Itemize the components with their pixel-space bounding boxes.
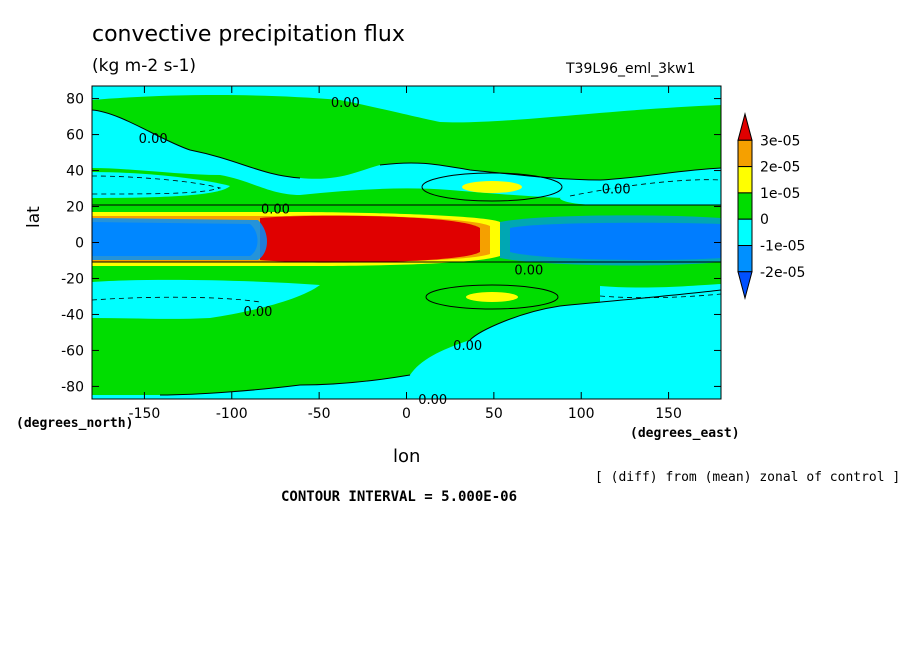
blob-yellow-north xyxy=(462,181,522,193)
colorbar-swatch xyxy=(737,192,753,220)
contour-line xyxy=(159,374,411,396)
y-tick-label: 60 xyxy=(66,128,84,144)
band-eq-lightblue-left xyxy=(92,218,267,260)
y-tick-label: 40 xyxy=(66,164,84,180)
contour-line-negative xyxy=(92,296,261,303)
y-tick-label: 20 xyxy=(66,200,84,216)
contour-labels: 0.00 0.00 0.00 0.00 0.00 0.00 0.00 0.00 xyxy=(139,96,631,408)
contour-label: 0.00 xyxy=(418,393,447,408)
x-tick-label: 0 xyxy=(402,406,411,422)
colorbar-label: 3e-05 xyxy=(760,133,800,149)
colorbar-label: 1e-05 xyxy=(760,186,800,202)
contour-label: 0.00 xyxy=(514,263,543,278)
x-tick-label: 50 xyxy=(485,406,503,422)
contour-label: 0.00 xyxy=(602,183,631,198)
contour-line xyxy=(379,162,721,181)
band-eq-lightblue-right xyxy=(500,215,721,266)
blob-yellow-south xyxy=(466,292,518,302)
x-tick-label: -100 xyxy=(216,406,248,422)
contour-line-negative xyxy=(92,175,222,195)
contour-label: 0.00 xyxy=(331,96,360,111)
contour-line xyxy=(92,109,301,179)
contour-line-negative xyxy=(569,179,721,197)
x-tick-label: 150 xyxy=(655,406,682,422)
contour-interval: CONTOUR INTERVAL = 5.000E-06 xyxy=(281,489,518,505)
colorbar-swatch xyxy=(737,218,753,246)
band-cyan-north-right xyxy=(560,176,721,205)
colorbar-arrow-top xyxy=(737,112,753,141)
colorbar-swatch xyxy=(737,139,753,168)
x-tick-label: -150 xyxy=(129,406,161,422)
contour-label: 0.00 xyxy=(244,305,273,320)
filled-contour-field xyxy=(92,86,721,399)
colorbar-label: -1e-05 xyxy=(760,239,805,255)
y-axis-label: lat xyxy=(24,206,44,228)
y-tick-label: 0 xyxy=(75,236,84,252)
colorbar-label: 2e-05 xyxy=(760,160,800,176)
band-eq-red xyxy=(260,215,480,263)
x-axis: -150 -100 -50 0 50 100 150 xyxy=(129,86,682,422)
colorbar-arrow-bottom xyxy=(737,271,753,301)
chart-title: convective precipitation flux xyxy=(92,22,405,47)
colorbar-label: -2e-05 xyxy=(760,265,805,281)
contour-line xyxy=(469,289,721,341)
run-id: T39L96_eml_3kw1 xyxy=(566,61,696,77)
contour-label: 0.00 xyxy=(139,132,168,147)
y-tick-label: 80 xyxy=(66,92,84,108)
contour-line xyxy=(421,172,563,202)
x-axis-unit: (degrees_east) xyxy=(630,426,740,441)
contour-label: 0.00 xyxy=(453,339,482,354)
colorbar: 3e-05 2e-05 1e-05 0 -1e-05 -2e-05 xyxy=(737,112,805,301)
y-tick-label: -60 xyxy=(61,343,84,359)
colorbar-label: 0 xyxy=(760,212,769,228)
contour-line-negative xyxy=(599,293,721,299)
comparison-note: [ (diff) from (mean) zonal of control ] xyxy=(595,470,901,485)
y-axis-unit: (degrees_north) xyxy=(16,416,134,431)
band-cyan-south-left xyxy=(92,279,320,319)
y-tick-label: -40 xyxy=(61,307,84,323)
y-axis: 80 60 40 20 0 -20 -40 -60 -80 xyxy=(61,92,721,395)
contour-label: 0.00 xyxy=(261,202,290,217)
band-cyan-north xyxy=(92,86,721,123)
colorbar-swatch xyxy=(737,166,753,194)
x-tick-label: -50 xyxy=(308,406,331,422)
y-tick-label: -80 xyxy=(61,379,84,395)
x-tick-label: 100 xyxy=(568,406,595,422)
band-cyan-north-left xyxy=(92,172,230,198)
y-tick-label: -20 xyxy=(61,271,84,287)
contour-line xyxy=(425,284,559,310)
chart-units: (kg m-2 s-1) xyxy=(92,56,197,76)
colorbar-swatch xyxy=(737,245,753,273)
x-axis-label: lon xyxy=(393,446,421,467)
band-green-north-2 xyxy=(92,168,721,205)
